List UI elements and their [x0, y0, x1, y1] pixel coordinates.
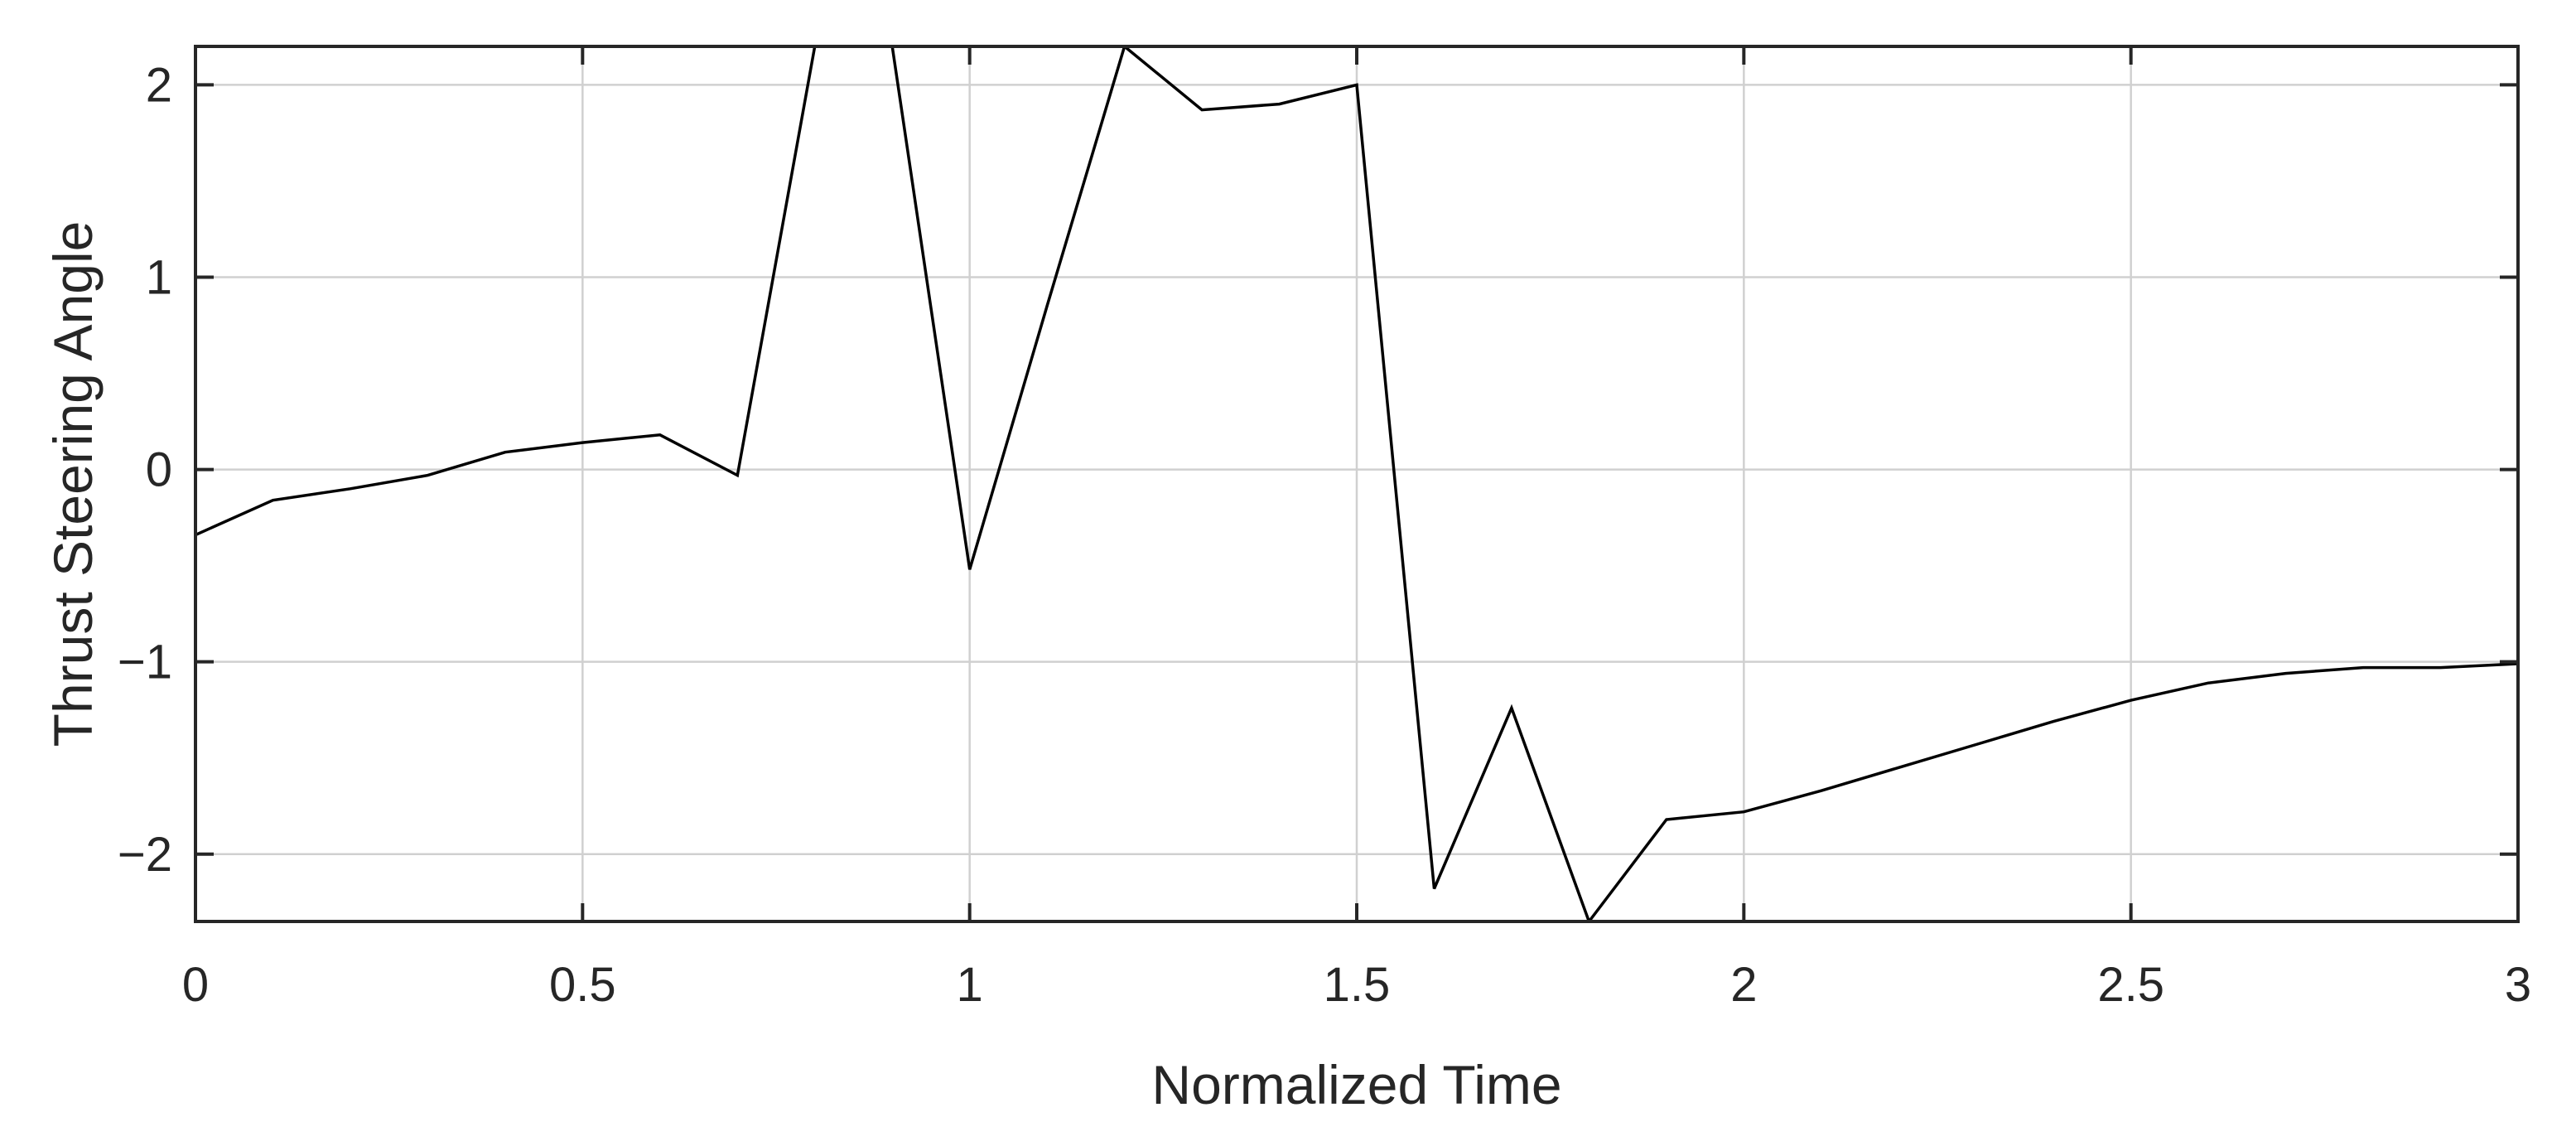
y-tick-label: −2	[118, 828, 172, 882]
x-tick-label: 0	[182, 958, 209, 1012]
x-tick-label: 2	[1730, 958, 1757, 1012]
y-tick-label: 2	[146, 58, 172, 112]
y-axis-label: Thrust Steering Angle	[42, 221, 104, 747]
x-tick-label: 1	[957, 958, 983, 1012]
y-tick-label: −1	[118, 636, 172, 689]
x-tick-label: 1.5	[1324, 958, 1391, 1012]
y-tick-label: 1	[146, 251, 172, 305]
x-tick-label: 3	[2505, 958, 2531, 1012]
x-tick-label: 0.5	[549, 958, 616, 1012]
grid-lines	[194, 46, 2520, 921]
x-tick-labels: 0 0.5 1 1.5 2 2.5 3	[182, 958, 2531, 1012]
x-axis-label: Normalized Time	[1151, 1054, 1561, 1115]
series-lines	[195, 46, 2518, 921]
y-tick-label: 0	[146, 443, 172, 497]
y-tick-labels: −2 −1 0 1 2	[118, 58, 172, 881]
x-tick-label: 2.5	[2097, 958, 2164, 1012]
series-line-1	[195, 46, 2518, 921]
tick-marks	[194, 46, 2520, 921]
